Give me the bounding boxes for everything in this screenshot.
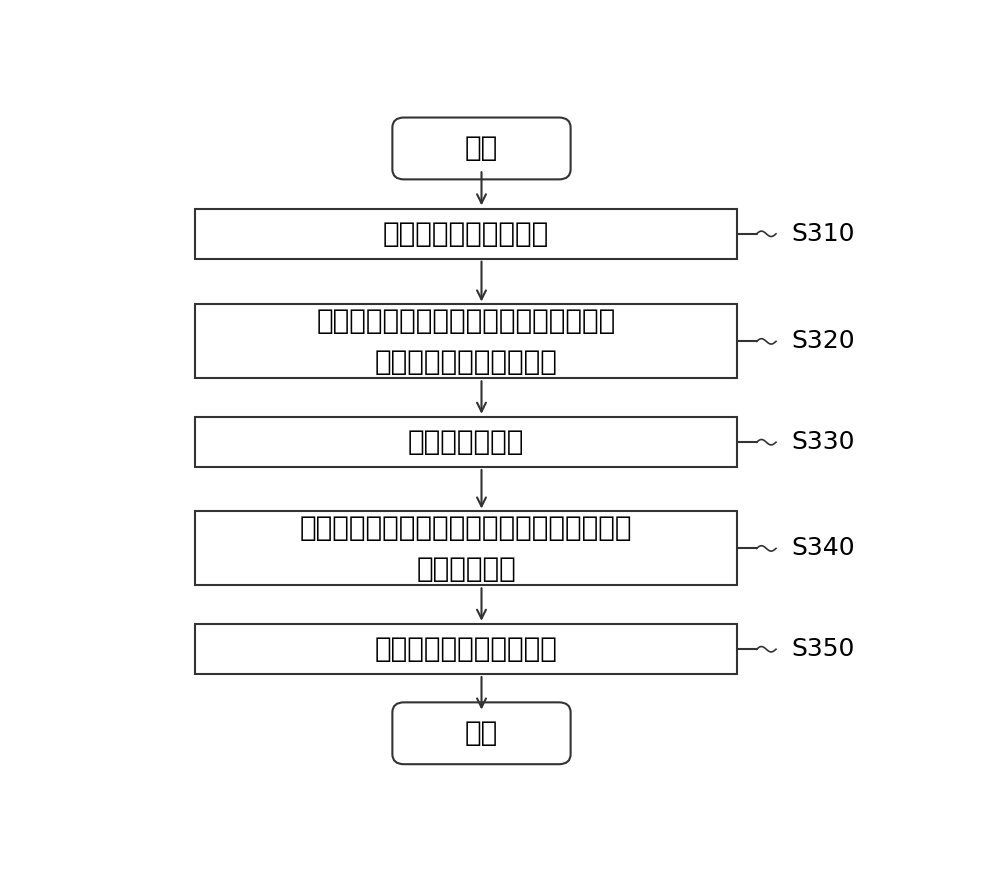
Text: 将总线信号分类: 将总线信号分类 xyxy=(408,429,524,457)
FancyBboxPatch shape xyxy=(195,624,737,675)
Text: 根据总线配置，从寄存器传输级代码中提
取出电路模块的总线信号: 根据总线配置，从寄存器传输级代码中提 取出电路模块的总线信号 xyxy=(316,306,616,376)
Text: S340: S340 xyxy=(792,536,855,560)
FancyBboxPatch shape xyxy=(195,305,737,378)
Text: 结束: 结束 xyxy=(465,719,498,747)
FancyBboxPatch shape xyxy=(195,417,737,467)
FancyBboxPatch shape xyxy=(195,512,737,586)
Text: 将设计信息存储到数据库: 将设计信息存储到数据库 xyxy=(375,636,557,663)
Text: S350: S350 xyxy=(792,637,855,661)
FancyBboxPatch shape xyxy=(195,209,737,259)
Text: 得到寄存器传输级代码: 得到寄存器传输级代码 xyxy=(383,220,549,248)
Text: S320: S320 xyxy=(792,329,855,354)
FancyBboxPatch shape xyxy=(392,118,571,179)
Text: 根据已分类的总线信号以及对应的总线性能，
得到设计信息: 根据已分类的总线信号以及对应的总线性能， 得到设计信息 xyxy=(300,514,632,583)
FancyBboxPatch shape xyxy=(392,703,571,764)
Text: S310: S310 xyxy=(792,222,855,246)
Text: S330: S330 xyxy=(792,430,855,454)
Text: 开始: 开始 xyxy=(465,134,498,162)
